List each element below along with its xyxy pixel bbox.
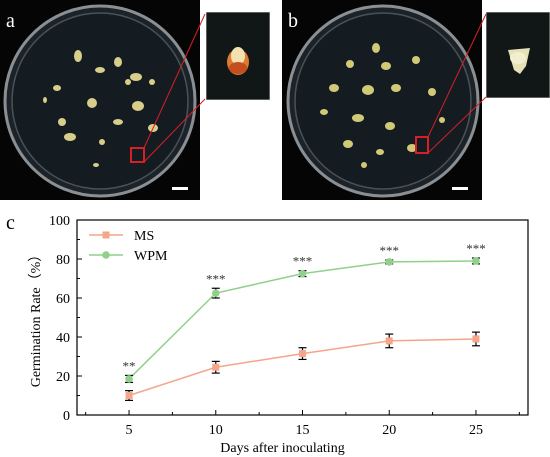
germination-chart: 0 20 40 60 80 100 5 10 15 20 25 Days after inoculat…: [28, 214, 529, 456]
panel-label-b: b: [288, 10, 298, 32]
legend-label-wpm: WPM: [134, 249, 168, 264]
panel-label-a: a: [6, 10, 15, 32]
significance-label: ***: [466, 241, 486, 256]
seedlings-b: [320, 43, 445, 168]
x-axis-label: Days after inoculating: [220, 441, 344, 456]
y-tick-label: 80: [56, 253, 70, 268]
data-point-ms: [385, 337, 393, 345]
y-tick-label: 20: [56, 370, 70, 385]
panel-b-photo: [282, 0, 487, 200]
chart-legend: MS WPM: [89, 229, 168, 264]
y-tick-label: 40: [56, 331, 70, 346]
inset-a: [206, 12, 270, 100]
data-point-ms: [299, 350, 306, 358]
significance-label: ***: [206, 271, 226, 286]
scale-bar-a: [172, 187, 188, 190]
y-tick-label: 0: [63, 409, 70, 424]
panel-a-photo: [0, 0, 206, 200]
legend-marker-wpm: [102, 251, 110, 259]
data-point-ms: [212, 363, 220, 371]
x-tick-label: 15: [296, 423, 310, 438]
x-tick-label: 5: [126, 423, 133, 438]
y-axis-label: Germination Rate（%）: [28, 248, 44, 388]
legend-label-ms: MS: [134, 229, 154, 244]
significance-label: ***: [293, 254, 313, 269]
data-point-wpm: [385, 258, 394, 266]
x-tick-label: 25: [469, 423, 483, 438]
data-point-ms: [125, 392, 133, 399]
highlight-box-a: [130, 147, 145, 163]
panel-label-c: c: [6, 212, 15, 234]
scale-bar-b: [452, 187, 468, 190]
y-tick-label: 100: [49, 214, 70, 229]
x-tick-label: 10: [209, 423, 223, 438]
panel-a: a: [0, 0, 206, 200]
x-tick-label: 20: [382, 423, 396, 438]
significance-label: ***: [379, 243, 399, 258]
legend-marker-ms: [102, 231, 110, 239]
data-point-ms: [472, 335, 480, 343]
data-point-wpm: [298, 269, 307, 278]
data-point-wpm: [211, 289, 220, 297]
data-point-wpm: [472, 257, 480, 265]
significance-label: **: [123, 358, 136, 373]
inset-b: [486, 12, 550, 98]
y-tick-label: 60: [56, 292, 70, 307]
chart-series: *********** ***: [123, 241, 486, 401]
chart-axes: 0 20 40 60 80 100 5 10 15 20 25 Days after inoculat…: [28, 214, 529, 456]
highlight-box-b: [415, 136, 429, 154]
data-point-wpm: [125, 375, 133, 383]
series-line-wpm: [128, 260, 476, 380]
panel-b: b: [282, 0, 487, 200]
